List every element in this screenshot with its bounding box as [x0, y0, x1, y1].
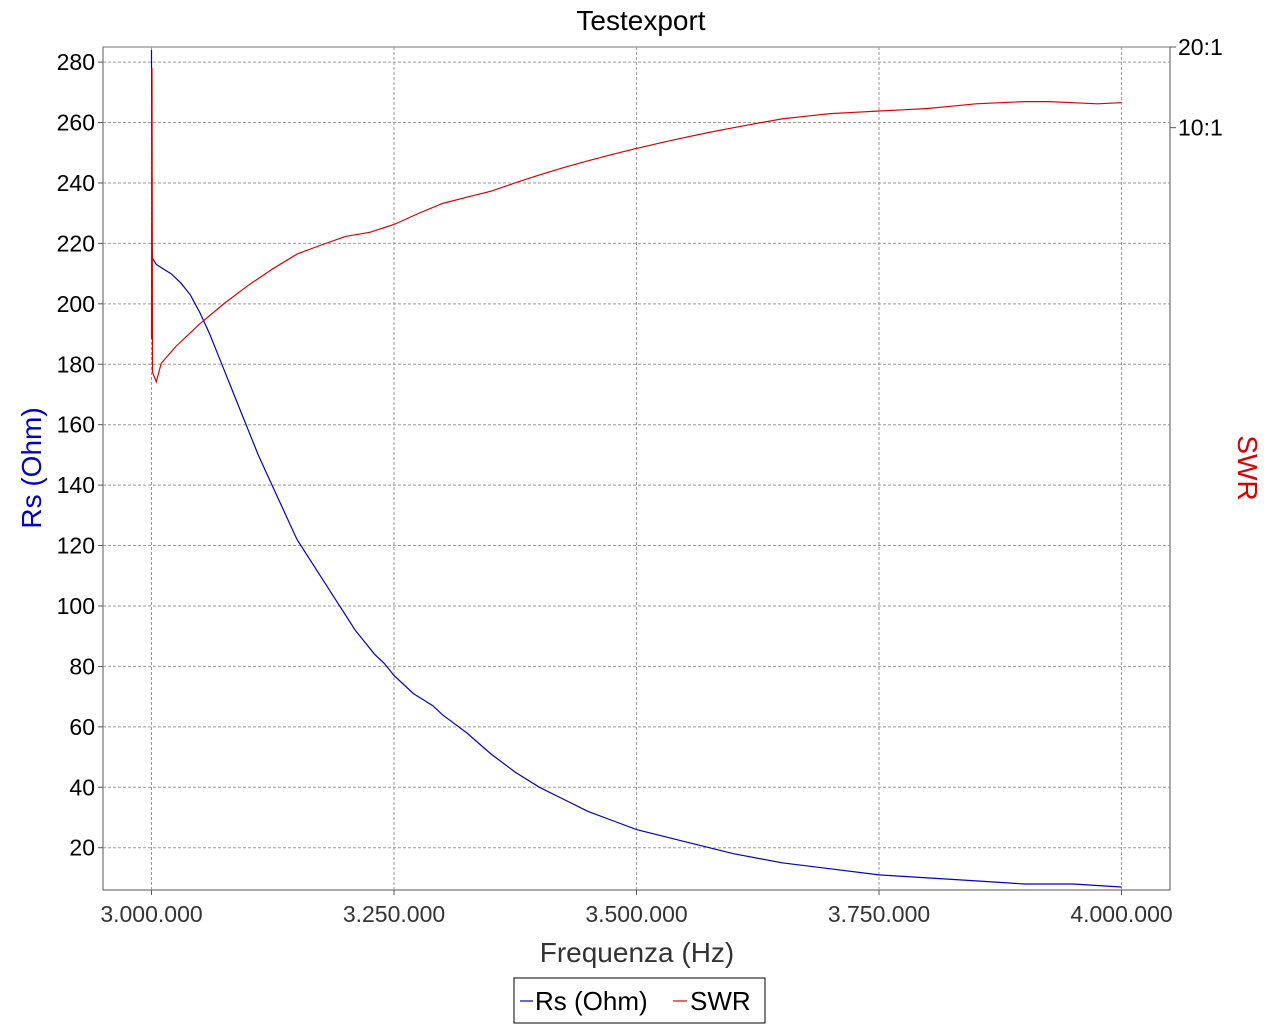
x-axis-label: Frequenza (Hz): [540, 937, 735, 968]
right-axis-ticks: 20:1 10:1: [1170, 34, 1223, 141]
y-tick-label: 280: [57, 49, 95, 75]
right-tick-label: 20:1: [1178, 34, 1223, 60]
y-tick-label: 160: [57, 412, 95, 438]
y-tick-label: 220: [57, 230, 95, 256]
y-tick-label: 260: [57, 110, 95, 136]
y-tick-label: 60: [69, 714, 95, 740]
series-line-rs: [150, 49, 1122, 888]
y-tick-label: 200: [57, 291, 95, 317]
y-axis-label-left: Rs (Ohm): [16, 407, 47, 528]
x-tick-label: 3.750.000: [828, 901, 930, 927]
horizontal-grid-lines: [103, 61, 1170, 849]
y-tick-label: 80: [69, 653, 95, 679]
y-tick-label: 20: [69, 835, 95, 861]
series-line-swr: [150, 67, 1122, 384]
x-tick-label: 4.000.000: [1070, 901, 1172, 927]
x-tick-label: 3.000.000: [100, 901, 202, 927]
legend-label-swr: SWR: [690, 986, 751, 1016]
y-tick-label: 180: [57, 351, 95, 377]
y-tick-label: 40: [69, 774, 95, 800]
legend-label-rs: Rs (Ohm): [535, 986, 648, 1016]
y-axis-label-right: SWR: [1232, 435, 1263, 500]
x-tick-label: 3.250.000: [343, 901, 445, 927]
left-axis-ticks: 20 40 60 80 100 120 140 160 180 200 220 240 260 280: [57, 49, 103, 861]
series-layer: [150, 49, 1122, 888]
x-axis-ticks: 3.000.000 3.250.000 3.500.000 3.750.000 4.00…: [100, 890, 1173, 927]
right-tick-label: 10:1: [1178, 115, 1223, 141]
y-tick-label: 100: [57, 593, 95, 619]
y-tick-label: 140: [57, 472, 95, 498]
vertical-grid-lines: [151, 47, 1122, 890]
chart-title: Testexport: [576, 5, 705, 36]
legend-box: [513, 977, 766, 1024]
x-tick-label: 3.500.000: [585, 901, 687, 927]
y-tick-label: 240: [57, 170, 95, 196]
legend: Rs (Ohm) SWR: [513, 977, 766, 1024]
y-tick-label: 120: [57, 533, 95, 559]
